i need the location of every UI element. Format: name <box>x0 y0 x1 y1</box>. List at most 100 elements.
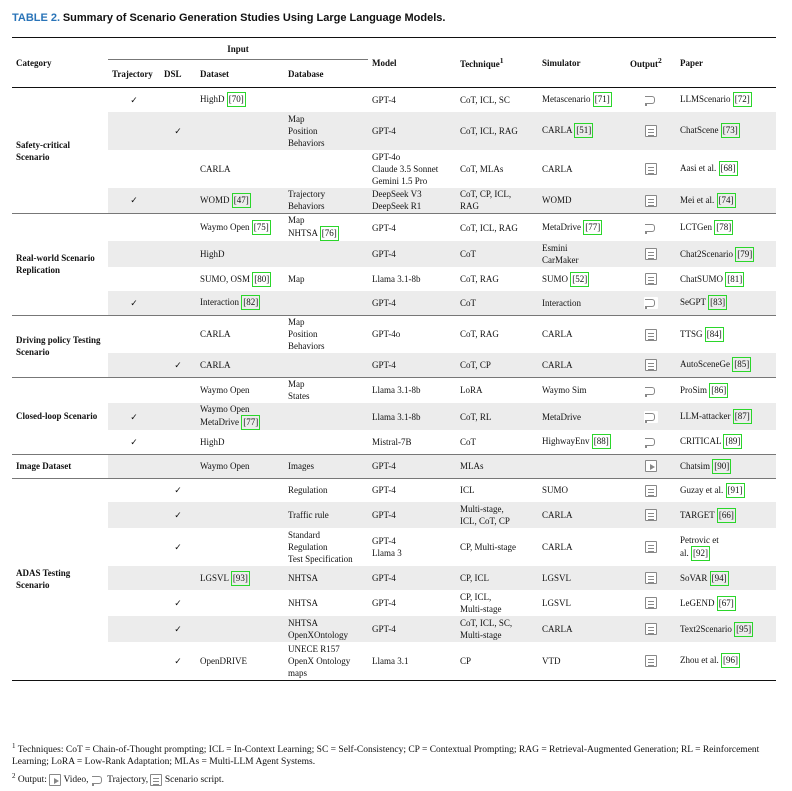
citation-link[interactable]: [82] <box>241 295 261 311</box>
dataset-cell: Waymo Open <box>196 453 284 478</box>
citation-link[interactable]: [85] <box>732 357 752 373</box>
simulator-cell: LGSVL <box>538 590 626 616</box>
database-text: Behaviors <box>288 201 325 212</box>
citation-link[interactable]: [78] <box>714 220 734 235</box>
database-cell <box>284 403 368 430</box>
model-cell: GPT-4 <box>368 353 456 377</box>
technique-cell: CP, ICL <box>456 566 538 590</box>
output-cell <box>626 430 676 454</box>
model-cell: Llama 3.1 <box>368 642 456 680</box>
citation-link[interactable]: [83] <box>708 295 728 311</box>
dataset-cell: LGSVL [93] <box>196 566 284 590</box>
technique-text: CP, ICL <box>460 573 490 583</box>
citation-link[interactable]: [76] <box>319 226 339 241</box>
technique-cell: CoT, ICL, RAG <box>456 213 539 241</box>
output-cell <box>626 291 676 315</box>
paper-text: al. <box>680 547 689 558</box>
citation-link[interactable]: [88] <box>591 434 611 450</box>
citation-link[interactable]: [91] <box>725 482 745 498</box>
simulator-cell: Metascenario [71] <box>538 88 626 112</box>
database-cell <box>284 241 368 267</box>
citation-link[interactable]: [89] <box>723 434 743 450</box>
database-cell: NHTSA OpenXOntology <box>284 616 368 642</box>
dataset-text: Waymo Open <box>200 222 250 232</box>
citation-link[interactable]: [94] <box>709 570 729 586</box>
citation-link[interactable]: [92] <box>691 545 711 561</box>
technique-cell: Multi-stage, ICL, CoT, CP <box>456 502 538 528</box>
trajectory-check <box>108 642 160 680</box>
dsl-check: ✓ <box>174 542 182 552</box>
database-cell: Map States <box>284 376 369 403</box>
database-text: Map <box>288 317 305 328</box>
citation-link[interactable]: [75] <box>251 220 271 235</box>
model-text: GPT-4 <box>372 249 396 259</box>
citation-link[interactable]: [80] <box>252 271 272 287</box>
table-row: HighD GPT-4 CoT Esmini CarMaker Chat2Scenario… <box>12 241 777 267</box>
technique-cell: CoT, RAG <box>456 314 539 353</box>
paper-cell: Zhou et al. [96] <box>676 642 776 680</box>
citation-link[interactable]: [87] <box>732 409 752 424</box>
paper-text: Chat2Scenario <box>680 248 734 259</box>
trajectory-icon <box>644 297 659 310</box>
database-cell: UNECE R157 OpenX Ontology maps <box>284 642 368 680</box>
scenario-script-icon <box>645 655 658 668</box>
output-cell <box>626 403 676 430</box>
trajectory-check <box>108 528 160 566</box>
citation-link[interactable]: [79] <box>735 246 755 262</box>
table-row: Real-world Scenario Replication Waymo Ope… <box>12 213 777 315</box>
citation-link[interactable]: [77] <box>241 415 261 430</box>
technique-text: CoT <box>460 436 477 447</box>
dsl-check: ✓ <box>160 477 196 502</box>
citation-link[interactable]: [72] <box>732 92 752 108</box>
citation-link[interactable]: [66] <box>716 507 736 523</box>
dsl-check <box>160 88 196 112</box>
header-simulator: Simulator <box>542 57 581 68</box>
technique-cell: CoT, RAG <box>456 267 538 291</box>
citation-link[interactable]: [74] <box>716 192 736 208</box>
paper-cell: ChatScene [73] <box>676 112 776 150</box>
model-text: GPT-4 <box>372 94 396 105</box>
simulator-text: SUMO <box>542 273 569 284</box>
trajectory-check: ✓ <box>130 195 138 206</box>
citation-link[interactable]: [96] <box>721 653 741 669</box>
simulator-cell: HighwayEnv [88] <box>538 430 626 454</box>
trajectory-check <box>108 353 160 377</box>
citation-link[interactable]: [95] <box>734 621 754 637</box>
dataset-text: Waymo Open <box>200 404 250 414</box>
technique-text: CoT, CP, ICL, <box>460 189 512 200</box>
simulator-text: CARLA <box>542 125 573 135</box>
citation-link[interactable]: [86] <box>709 382 729 398</box>
citation-link[interactable]: [67] <box>716 595 736 611</box>
citation-link[interactable]: [90] <box>712 458 732 474</box>
citation-link[interactable]: [77] <box>583 220 603 235</box>
trajectory-check: ✓ <box>130 297 138 308</box>
simulator-cell <box>538 453 627 478</box>
citation-link[interactable]: [81] <box>725 271 745 287</box>
citation-link[interactable]: [73] <box>720 123 740 138</box>
dataset-cell <box>196 112 284 150</box>
database-cell <box>284 88 368 112</box>
citation-link[interactable]: [71] <box>592 92 612 108</box>
database-text: Regulation <box>288 542 328 552</box>
simulator-text: Interaction <box>542 297 581 308</box>
citation-link[interactable]: [47] <box>231 192 251 208</box>
citation-link[interactable]: [93] <box>230 570 250 586</box>
citation-link[interactable]: [52] <box>570 271 590 287</box>
trajectory-check: ✓ <box>130 411 138 422</box>
model-cell: GPT-4 <box>368 566 456 590</box>
output-cell <box>626 528 676 566</box>
database-cell <box>284 150 368 188</box>
citation-link[interactable]: [68] <box>718 161 738 176</box>
header-dsl: DSL <box>160 59 196 88</box>
simulator-text: VTD <box>542 655 561 666</box>
trajectory-icon <box>644 384 659 397</box>
paper-text: CRITICAL <box>680 436 722 447</box>
paper-text: Guzay et al. <box>680 484 724 495</box>
category-cell: Driving policy Testing Scenario <box>12 314 108 377</box>
citation-link[interactable]: [84] <box>704 326 724 342</box>
model-text: Llama 3 <box>372 548 402 558</box>
dsl-check: ✓ <box>174 624 182 634</box>
citation-link[interactable]: [70] <box>226 92 246 108</box>
citation-link[interactable]: [51] <box>574 123 594 138</box>
dataset-cell: SUMO, OSM [80] <box>196 267 284 291</box>
